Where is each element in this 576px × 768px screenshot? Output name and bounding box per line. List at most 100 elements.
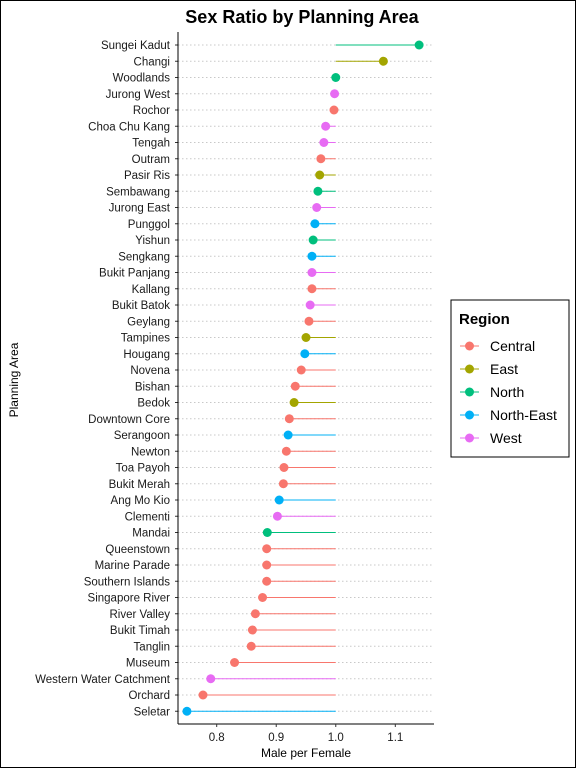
point-queenstown <box>262 544 272 554</box>
point-bukit-panjang <box>307 268 317 277</box>
legend-key-point-north-east <box>465 410 474 420</box>
x-tick-label: 1.0 <box>328 732 344 744</box>
point-bukit-batok <box>305 300 315 310</box>
point-serangoon <box>283 430 293 440</box>
legend-key-point-north <box>465 387 474 397</box>
point-mandai <box>262 528 272 537</box>
legend-label-east: East <box>490 361 518 377</box>
point-jurong-west <box>330 89 340 99</box>
point-river-valley <box>250 609 260 619</box>
legend-key-point-west <box>465 433 474 443</box>
y-tick-label: Sungei Kadut <box>101 40 171 52</box>
y-tick-label: Marine Parade <box>95 560 170 572</box>
grid-lines <box>178 44 434 712</box>
lollipop-points <box>182 40 424 716</box>
x-axis: 0.8 0.9 1.0 1.1 <box>177 32 434 744</box>
point-sungei-kadut <box>414 40 424 50</box>
point-novena <box>296 365 306 375</box>
point-jurong-east <box>312 203 322 212</box>
point-downtown-core <box>284 414 294 424</box>
point-bukit-timah <box>247 625 257 635</box>
point-pasir-ris <box>315 170 325 180</box>
y-tick-label: Bishan <box>135 381 170 393</box>
point-changi <box>378 56 388 66</box>
legend-title: Region <box>459 311 510 328</box>
point-museum <box>230 658 240 667</box>
legend-label-central: Central <box>490 338 535 354</box>
y-tick-label: Pasir Ris <box>124 170 170 182</box>
legend-entries: Central East North North-East West <box>460 338 557 446</box>
point-sembawang <box>313 186 323 196</box>
y-tick-label: Sembawang <box>106 186 170 198</box>
y-tick-label: Woodlands <box>113 73 171 85</box>
y-tick-label: Tampines <box>121 333 170 345</box>
point-geylang <box>304 316 314 326</box>
legend-label-north: North <box>490 384 524 400</box>
y-tick-label: Jurong West <box>106 89 171 101</box>
legend-key-point-central <box>465 341 474 351</box>
y-tick-label: Changi <box>134 56 170 68</box>
point-kallang <box>307 284 317 294</box>
point-singapore-river <box>258 593 268 602</box>
y-tick-label: Clementi <box>125 511 170 523</box>
y-tick-label: Bukit Batok <box>112 300 170 312</box>
y-tick-label: Jurong East <box>109 203 171 215</box>
point-tanglin <box>246 641 256 651</box>
y-tick-label: Bukit Panjang <box>99 268 170 280</box>
point-toa-payoh <box>279 463 289 472</box>
point-bukit-merah <box>278 479 288 489</box>
y-axis-title: Planning Area <box>7 342 21 417</box>
point-clementi <box>272 511 282 521</box>
y-tick-label: Bukit Merah <box>109 479 170 491</box>
point-newton <box>281 446 291 456</box>
y-tick-label: Serangoon <box>114 430 170 442</box>
point-yishun <box>308 235 318 245</box>
point-ang-mo-kio <box>274 495 284 505</box>
y-tick-label: Orchard <box>128 690 170 702</box>
point-seletar <box>182 706 192 716</box>
y-tick-label: Sengkang <box>118 251 170 263</box>
y-tick-label: Hougang <box>123 349 170 361</box>
point-orchard <box>198 690 208 700</box>
y-tick-label: Singapore River <box>88 593 171 605</box>
y-tick-label: Ang Mo Kio <box>111 495 170 507</box>
y-tick-label: Kallang <box>132 284 170 296</box>
x-tick-label: 0.8 <box>209 732 225 744</box>
point-marine-parade <box>262 560 272 570</box>
point-southern-islands <box>262 576 272 586</box>
point-sengkang <box>307 251 317 261</box>
point-bedok <box>289 398 299 407</box>
y-tick-label: Bedok <box>137 398 170 410</box>
chart-title: Sex Ratio by Planning Area <box>185 7 419 27</box>
point-punggol <box>310 219 320 229</box>
y-tick-labels: Sungei Kadut Changi Woodlands Jurong West Ro… <box>35 40 178 718</box>
y-tick-label: Seletar <box>134 706 171 718</box>
y-tick-label: Museum <box>126 658 170 670</box>
point-outram <box>316 154 326 164</box>
point-tampines <box>301 333 311 342</box>
point-hougang <box>300 349 310 359</box>
y-tick-label: Bukit Timah <box>110 625 170 637</box>
point-tengah <box>319 138 329 147</box>
y-tick-label: Downtown Core <box>88 414 170 426</box>
y-tick-label: Geylang <box>127 316 170 328</box>
point-woodlands <box>331 73 341 82</box>
x-axis-title: Male per Female <box>261 746 351 760</box>
y-tick-label: Novena <box>130 365 170 377</box>
y-tick-label: River Valley <box>110 609 171 621</box>
y-tick-label: Punggol <box>128 219 170 231</box>
y-tick-label: Southern Islands <box>84 576 171 588</box>
y-tick-label: Western Water Catchment <box>35 674 171 686</box>
y-tick-label: Newton <box>131 446 170 458</box>
y-tick-label: Tanglin <box>134 641 170 653</box>
y-tick-label: Choa Chu Kang <box>88 121 170 133</box>
y-tick-label: Rochor <box>133 105 170 117</box>
legend-box <box>450 299 570 458</box>
y-tick-label: Tengah <box>132 138 170 150</box>
y-tick-label: Mandai <box>132 528 170 540</box>
legend-label-west: West <box>490 430 522 446</box>
x-tick-label: 1.1 <box>387 732 403 744</box>
legend-key-point-east <box>465 364 474 374</box>
lollipop-stems <box>186 44 420 712</box>
